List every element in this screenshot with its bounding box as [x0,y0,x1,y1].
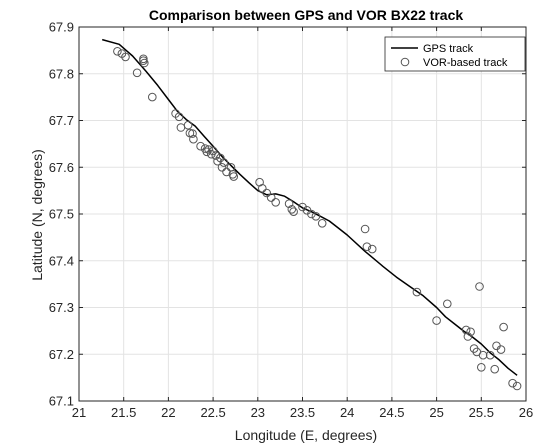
vor-point [262,188,272,198]
vor-point [284,199,294,208]
vor-point [490,364,500,374]
chart-title: Comparison between GPS and VOR BX22 trac… [149,7,464,23]
vor-point [121,52,130,62]
vor-point [485,350,495,360]
y-tick-label: 67.2 [49,347,74,362]
x-tick-label: 24.5 [379,405,404,420]
vor-point [289,207,298,216]
vor-point [196,141,205,151]
vor-point [512,381,522,391]
vor-point [496,345,506,354]
vor-point [217,163,227,172]
vor-point [367,244,377,254]
x-tick-label: 21.5 [111,405,136,420]
legend-entry-gps: GPS track [423,43,474,55]
vor-point [477,363,486,372]
vor-point [432,316,441,325]
legend: GPS track VOR-based track [384,36,526,72]
legend-marker-swatch [400,57,410,67]
vor-point [443,299,452,309]
vor-point [463,332,473,341]
y-tick-label: 67.6 [49,160,74,175]
vor-point [508,378,517,388]
vor-point [148,92,157,102]
vor-point [499,322,508,332]
vor-point [202,147,212,157]
y-tick-label: 67.7 [49,113,74,128]
y-tick-label: 67.8 [49,66,74,81]
vor-point [317,219,327,228]
x-tick-label: 25.5 [469,405,494,420]
vor-point [189,134,198,144]
x-axis-label: Longitude (E, degrees) [235,427,377,443]
vor-point [466,327,475,337]
x-tick-label: 23.5 [290,405,315,420]
vor-point [478,350,488,360]
x-tick-label: 24 [340,405,354,420]
vor-point [475,282,484,291]
vor-point [258,184,267,193]
vor-point [229,172,238,181]
x-tick-label: 22 [161,405,175,420]
legend-entry-vor: VOR-based track [423,57,508,69]
vor-point [362,242,372,251]
vor-point [287,205,297,214]
vor-point [208,146,218,156]
vor-point [113,47,122,56]
vor-point [222,167,231,177]
x-tick-label: 22.5 [200,405,225,420]
vor-point [219,158,229,167]
x-tick-label: 23 [251,405,265,420]
vor-point [360,224,370,234]
y-tick-label: 67.1 [49,394,74,409]
vor-point [271,198,281,207]
x-tick-label: 25 [429,405,443,420]
y-tick-label: 67.4 [49,253,74,268]
vor-point [311,212,321,221]
y-tick-label: 67.5 [49,207,74,222]
vor-point [461,325,471,335]
vor-point [132,68,142,78]
vor-point [266,193,276,202]
vor-point [412,287,422,297]
vor-point [183,120,193,130]
legend-box [384,36,526,72]
vor-point [211,151,221,160]
y-axis-label: Latitude (N, degrees) [29,149,45,281]
vor-point [204,145,213,154]
x-tick-label: 26 [519,405,533,420]
y-tick-label: 67.9 [49,20,74,35]
vor-point [139,56,148,66]
y-tick-label: 67.3 [49,300,74,315]
vor-point [307,209,316,219]
x-tick-label: 21 [72,405,86,420]
vor-point [174,112,184,122]
data-series [102,38,522,391]
vor-point [188,129,197,138]
axis-ticks: 21 21.5 22 22.5 23 23.5 24 24.5 25 25.5 26 67.1 67.2… [49,20,534,421]
